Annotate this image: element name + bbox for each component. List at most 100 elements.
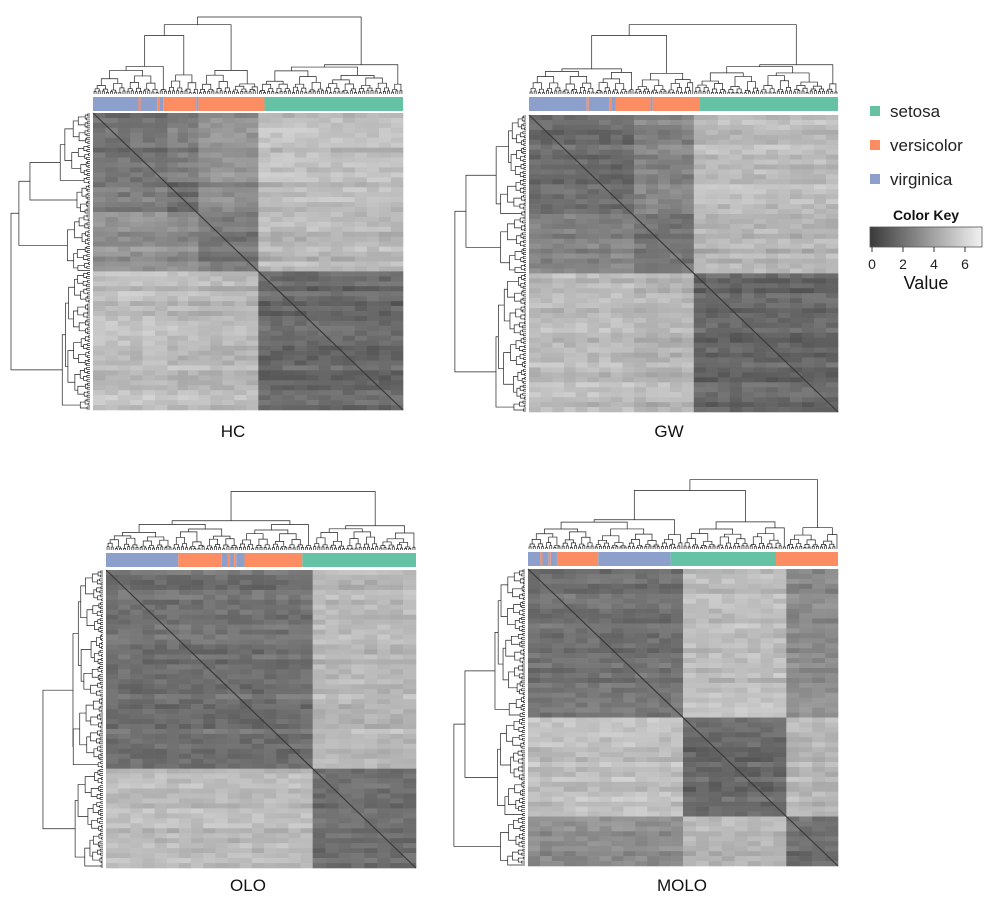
heatmap-cell [294,246,307,252]
heatmap-cell [330,202,344,208]
dendrogram-branch [328,83,338,89]
heatmap-cell [552,214,565,220]
heatmap-cell [693,268,707,274]
heatmap-cell [669,402,683,408]
heatmap-cell [154,574,168,581]
heatmap-cell [342,241,356,247]
heatmap-cell [825,342,839,348]
heatmap-cell [338,589,352,596]
heatmap-cell [777,209,791,215]
heatmap-cell [366,335,380,341]
heatmap-cell [564,253,576,259]
heatmap-cell [166,793,180,799]
heatmap-cell [646,397,659,403]
heatmap-cell [765,357,779,363]
heatmap-cell [669,238,683,244]
heatmap-cell [342,142,356,148]
heatmap-cell [669,377,683,383]
dendrogram-branch [524,264,526,267]
heatmap-cell [130,639,143,645]
heatmap-cell [215,639,228,645]
heatmap-cell [117,122,131,129]
heatmap-cell [403,728,417,735]
heatmap-cell [599,134,612,141]
heatmap-cell [294,301,307,307]
heatmap-cell [222,360,235,366]
heatmap-cell [227,584,241,591]
heatmap-cell [251,664,265,670]
heatmap-cell [154,728,168,735]
heatmap-cell [118,570,131,576]
heatmap-cell [246,216,259,223]
heatmap-cell [178,644,192,650]
heatmap-cell [669,139,683,145]
heatmap-cell [789,154,803,160]
heatmap-cell [306,113,319,119]
heatmap-cell [234,360,247,366]
heatmap-cell [210,370,223,376]
dendrogram-branch [550,91,554,94]
heatmap-cell [693,402,707,408]
heatmap-cell [270,306,283,312]
heatmap-cell [378,405,392,411]
heatmap-cell [354,216,368,223]
heatmap-cell [552,233,565,240]
heatmap-cell [681,164,695,170]
dendrogram-branch [110,91,113,94]
heatmap-cell [575,347,588,353]
heatmap-cell [705,223,719,230]
heatmap-cell [318,216,331,223]
heatmap-cell [681,337,695,343]
heatmap-cell [154,704,168,710]
heatmap-cell [264,714,277,720]
heatmap-cell [154,594,168,601]
heatmap-cell [610,149,623,155]
dendrogram-branch [522,206,526,210]
heatmap-cell [657,322,671,329]
dendrogram-branch [818,91,821,94]
heatmap-cell [188,127,199,134]
heatmap-cell [325,714,339,720]
heatmap-cell [264,808,277,814]
heatmap-cell [693,288,707,294]
species-bar-segment [699,97,838,111]
heatmap-cell [646,322,659,329]
dendrogram-branch [84,360,89,365]
heatmap-cell [215,723,228,730]
heatmap-cell [276,570,289,576]
dendrogram-branch [520,257,524,262]
heatmap-cell [717,397,731,403]
dendrogram-branch [235,85,245,90]
dendrogram-branch [561,68,622,73]
heatmap-cell [325,599,339,606]
heatmap-cell [198,365,211,371]
heatmap-cell [587,372,600,378]
heatmap-cell [587,124,600,131]
heatmap-cell [251,599,265,606]
heatmap-cell [564,352,576,358]
heatmap-cell [118,748,131,755]
heatmap-cell [693,397,707,403]
dendrogram-branch [524,224,526,228]
heatmap-cell [106,728,119,735]
heatmap-cell [390,182,404,188]
heatmap-cell [117,192,131,198]
dendrogram-branch [86,177,90,180]
heatmap-cell [300,753,313,760]
heatmap-cell [239,624,253,630]
dendrogram-branch [232,91,235,94]
heatmap-cell [234,147,247,153]
heatmap-cell [693,124,707,131]
heatmap-cell [777,238,791,244]
heatmap-cell [227,644,241,650]
heatmap-cell [529,357,541,363]
heatmap-cell [622,303,635,309]
heatmap-cell [342,216,356,223]
heatmap-cell [741,268,755,274]
heatmap-cell [377,748,391,755]
heatmap-cell [130,584,143,591]
heatmap-cell [765,159,779,165]
heatmap-cell [288,609,301,615]
heatmap-cell [142,629,155,635]
heatmap-cell [178,664,192,670]
